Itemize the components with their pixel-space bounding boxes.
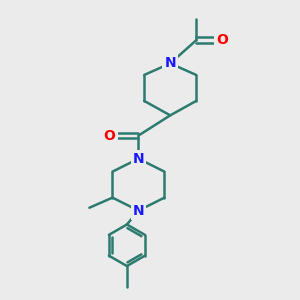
Text: N: N bbox=[164, 56, 176, 70]
Text: O: O bbox=[103, 129, 116, 142]
Text: O: O bbox=[216, 33, 228, 47]
Text: N: N bbox=[133, 152, 144, 166]
Text: N: N bbox=[133, 204, 144, 218]
